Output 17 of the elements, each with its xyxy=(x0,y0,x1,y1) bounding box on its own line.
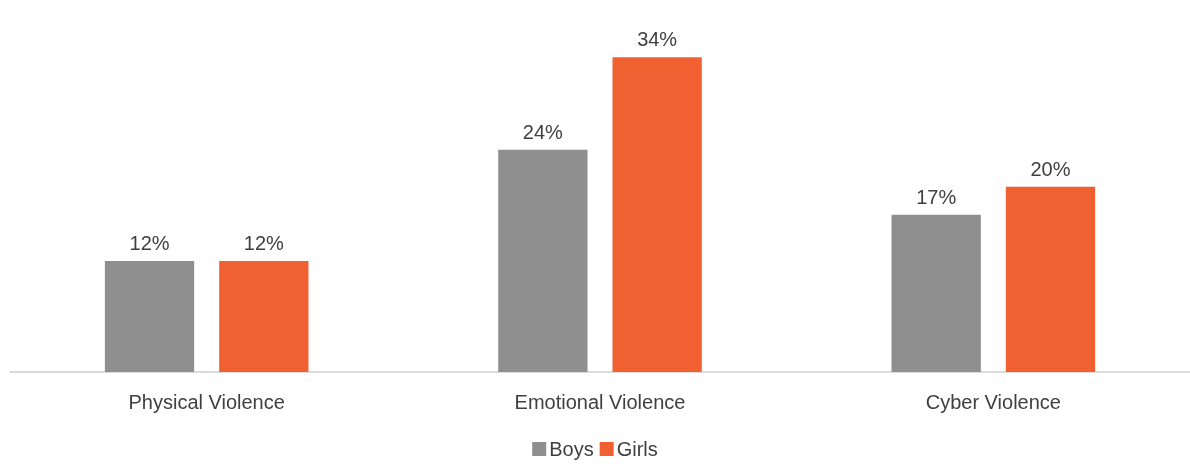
x-tick-label: Physical Violence xyxy=(128,391,285,413)
data-label: 12% xyxy=(243,231,285,254)
bar xyxy=(891,214,981,372)
data-label: 12% xyxy=(129,231,170,254)
legend-label: Boys xyxy=(549,438,594,460)
x-tick-label: Emotional Violence xyxy=(514,391,686,413)
bar xyxy=(1005,186,1096,372)
data-label: 24% xyxy=(522,120,564,143)
x-tick-label: Cyber Violence xyxy=(925,391,1061,413)
data-label: 34% xyxy=(637,28,678,51)
bar xyxy=(219,260,309,372)
bar xyxy=(104,260,195,372)
bar xyxy=(498,149,588,372)
legend-label: Girls xyxy=(616,438,658,460)
bar xyxy=(612,57,702,372)
data-label: 20% xyxy=(1030,157,1071,180)
data-label: 17% xyxy=(916,185,957,208)
